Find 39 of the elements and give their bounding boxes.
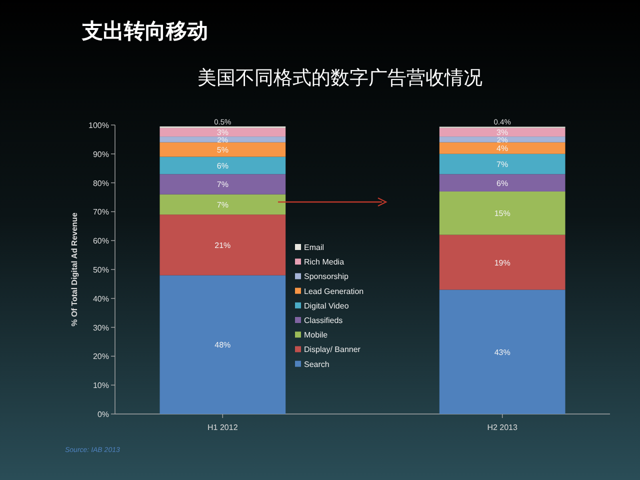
legend-label: Rich Media (304, 258, 345, 267)
data-label: 3% (496, 128, 508, 138)
legend-label: Classifieds (304, 316, 343, 325)
legend-label: Lead Generation (304, 286, 364, 296)
y-tick-label: 80% (92, 178, 109, 188)
data-label: 6% (216, 161, 228, 170)
legend-label: Digital Video (304, 301, 350, 310)
y-tick-label: 30% (92, 323, 109, 332)
y-tick-label: 90% (92, 150, 109, 159)
data-label: 43% (494, 348, 510, 357)
x-tick-label: H1 2012 (208, 423, 238, 432)
y-tick-label: 0% (97, 410, 109, 419)
y-tick-label: 40% (92, 294, 109, 304)
legend-label: Email (304, 243, 324, 252)
data-label: 48% (214, 340, 231, 350)
data-label: 7% (496, 160, 508, 170)
y-axis-title: % Of Total Digital Ad Revenue (70, 212, 79, 326)
chart-subtitle: 美国不同格式的数字广告营收情况 (198, 67, 482, 89)
y-tick-label: 10% (92, 381, 109, 390)
y-tick-label: 70% (92, 208, 109, 217)
legend-label: Search (304, 360, 330, 369)
y-tick-label: 100% (88, 121, 109, 130)
x-tick-label: H2 2013 (487, 423, 518, 432)
y-tick-label: 60% (92, 236, 109, 246)
legend-label: Display/ Banner (304, 345, 361, 354)
data-label: 19% (494, 258, 510, 268)
data-label: 5% (216, 146, 228, 155)
data-label: 4% (496, 144, 508, 154)
data-label: 21% (214, 240, 231, 250)
legend-label: Sponsorship (304, 272, 350, 282)
data-label: 7% (216, 180, 228, 190)
y-tick-label: 20% (92, 352, 109, 362)
legend-label: Mobile (304, 330, 328, 340)
data-label: 15% (494, 209, 510, 218)
y-tick-label: 50% (92, 266, 109, 274)
chart-title: 支出转向移动 (81, 20, 208, 43)
data-label: 6% (496, 178, 508, 188)
data-label: 3% (216, 128, 228, 138)
data-label: 7% (216, 200, 228, 210)
